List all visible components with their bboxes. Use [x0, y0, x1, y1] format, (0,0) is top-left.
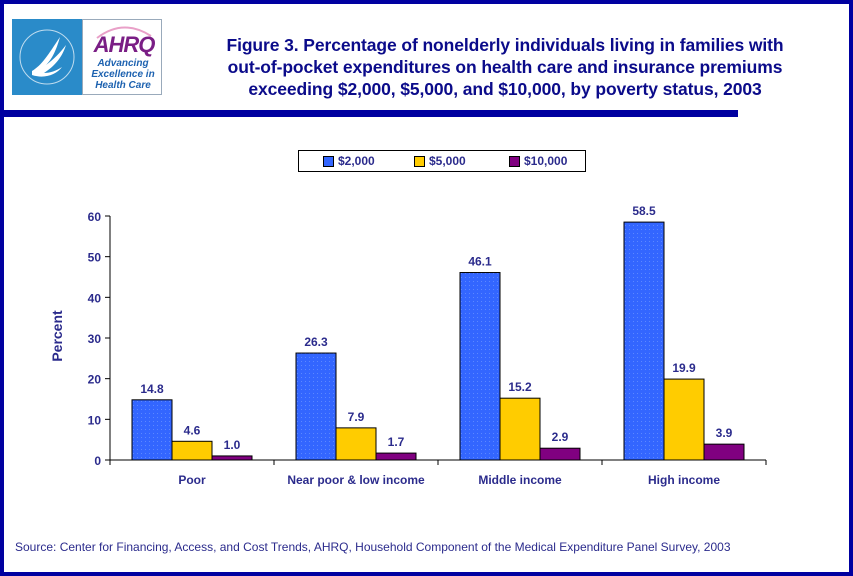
figure-frame: AHRQ Advancing Excellence in Health Care…: [4, 4, 849, 572]
legend-item: $2,000: [323, 154, 375, 168]
bar: [539, 447, 581, 461]
x-tick-label: Near poor & low income: [287, 473, 425, 487]
y-tick-label: 40: [88, 291, 102, 305]
bar: [375, 452, 417, 461]
data-label: 58.5: [632, 204, 656, 218]
title-line: out-of-pocket expenditures on health car…: [227, 57, 783, 77]
hhs-eagle-seal-icon: [12, 19, 82, 95]
title-divider: [4, 110, 738, 117]
y-tick-label: 20: [88, 373, 102, 387]
bar: [623, 221, 665, 461]
y-tick-label: 10: [88, 413, 102, 427]
bar: [171, 440, 213, 461]
bar: [295, 352, 337, 461]
legend-label: $10,000: [524, 154, 568, 168]
chart-title: Figure 3. Percentage of nonelderly indiv…: [190, 34, 820, 100]
bar: [211, 455, 253, 461]
bar: [499, 397, 541, 461]
tagline-line: Health Care: [95, 80, 151, 91]
data-label: 15.2: [508, 380, 532, 394]
data-label: 7.9: [348, 410, 365, 424]
bar: [663, 378, 705, 461]
bar: [131, 399, 173, 461]
y-tick-label: 0: [94, 454, 101, 468]
bar: [459, 272, 501, 461]
data-label: 14.8: [140, 382, 164, 396]
data-label: 2.9: [552, 430, 569, 444]
source-note: Source: Center for Financing, Access, an…: [15, 540, 731, 554]
x-tick-label: High income: [648, 473, 720, 487]
legend-item: $10,000: [509, 154, 567, 168]
legend-label: $5,000: [429, 154, 466, 168]
data-label: 4.6: [184, 423, 201, 437]
data-label: 1.0: [224, 438, 241, 452]
data-label: 26.3: [304, 335, 328, 349]
data-label: 3.9: [716, 426, 733, 440]
ahrq-wordmark: AHRQ Advancing Excellence in Health Care: [82, 19, 162, 95]
ahrq-tagline: Advancing Excellence in Health Care: [85, 58, 161, 91]
ahrq-arc-icon: [96, 26, 152, 39]
legend-swatch: [414, 155, 425, 167]
y-tick-label: 50: [88, 251, 102, 265]
data-label: 1.7: [388, 435, 405, 449]
bar-chart: 0 10 20 30 40 50 60 14.8 4.6 1.0 Poor 26.3 7.9 1.7 Nea…: [49, 204, 767, 487]
tagline-line: Excellence in: [91, 69, 155, 80]
data-label: 46.1: [468, 255, 492, 269]
legend-label: $2,000: [338, 154, 375, 168]
legend-swatch: [509, 155, 520, 167]
data-label: 19.9: [672, 361, 696, 375]
bar: [703, 443, 745, 461]
chart-legend: $2,000 $5,000 $10,000: [298, 150, 586, 172]
x-tick-label: Poor: [178, 473, 206, 487]
legend-item: $5,000: [414, 154, 466, 168]
title-line: Figure 3. Percentage of nonelderly indiv…: [226, 35, 784, 55]
legend-swatch: [323, 155, 334, 167]
bar: [335, 427, 377, 461]
x-tick-label: Middle income: [478, 473, 562, 487]
y-tick-label: 30: [88, 332, 102, 346]
ahrq-name: AHRQ: [93, 32, 156, 57]
tagline-line: Advancing: [97, 58, 149, 69]
y-tick-label: 60: [88, 210, 102, 224]
ahrq-logo: AHRQ Advancing Excellence in Health Care: [12, 19, 162, 95]
plot-area: 0 10 20 30 40 50 60 14.8 4.6 1.0 Poor 26.3 7.9 1.7 Nea…: [88, 204, 767, 487]
y-axis-label: Percent: [49, 310, 65, 362]
title-line: exceeding $2,000, $5,000, and $10,000, b…: [248, 79, 762, 99]
